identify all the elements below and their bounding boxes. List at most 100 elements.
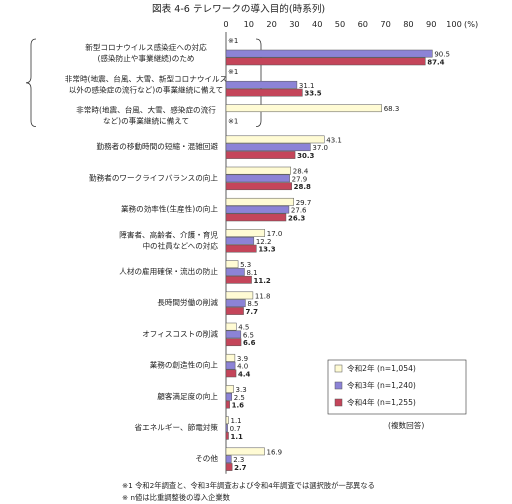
data-label: 13.3: [258, 246, 275, 254]
bar-令和4年: [225, 307, 244, 315]
data-label: 43.1: [326, 136, 342, 144]
note-marker: ※1: [228, 68, 238, 76]
data-label: 8.1: [246, 269, 257, 277]
bar-令和2年: [225, 166, 292, 175]
bar-令和4年: [225, 431, 229, 440]
data-label: 4.4: [238, 370, 251, 378]
unit-label: (%): [464, 19, 478, 29]
bar-令和3年: [225, 236, 255, 245]
left-brace: [25, 38, 37, 127]
bar-令和3年: [225, 455, 232, 464]
data-label: 37.0: [312, 144, 328, 152]
x-tick-label: 30: [289, 19, 299, 29]
category-label: 人材の雇用確保・流出の防止: [119, 266, 218, 276]
x-tick-label: 100: [446, 19, 462, 29]
category-label: 業務の効率性(生産性)の向上: [121, 204, 218, 214]
note-marker: ※1: [228, 117, 238, 125]
x-tick-label: 50: [335, 19, 345, 29]
category-label: 非常時(地震、台風、大雪、新型コロナウイルス: [65, 73, 227, 83]
x-tick-label: 80: [403, 19, 413, 29]
x-tick-label: 20: [266, 19, 276, 29]
bar-令和4年: [225, 275, 252, 284]
legend-box: [327, 359, 467, 415]
data-label: 0.7: [230, 425, 241, 433]
data-label: 68.3: [384, 105, 400, 113]
bar-令和3年: [225, 205, 290, 214]
bar-令和2年: [225, 197, 294, 206]
bar-令和2年: [225, 135, 325, 144]
category-label: 長時間労働の削減: [157, 297, 218, 307]
bar-令和2年: [225, 447, 265, 456]
bar-令和4年: [225, 151, 296, 159]
category-label: 業務の創造性の向上: [150, 360, 219, 370]
footnote-2: ※ n値は比重調整後の導入企業数: [122, 493, 231, 502]
data-label: 16.9: [267, 448, 283, 456]
bar-令和3年: [225, 143, 311, 152]
category-label: 中の社員などへの対応: [142, 240, 218, 250]
x-tick-label: 40: [312, 19, 322, 29]
legend-entry: 令和2年 (n=1,054): [347, 363, 416, 373]
bar-令和4年: [225, 338, 242, 347]
x-tick-label: 90: [426, 19, 436, 29]
legend-swatch: [334, 364, 343, 373]
category-label: 省エネルギー、節電対策: [135, 422, 219, 432]
bar-令和2年: [225, 291, 254, 300]
bar-令和3年: [225, 330, 242, 339]
data-label: 33.5: [304, 90, 321, 98]
note-marker: ※1: [228, 37, 238, 45]
data-label: 2.5: [234, 394, 245, 402]
x-axis-ticks: 0 10 20 30 40 50 60 70 80 90 100: [223, 19, 461, 29]
data-label: 17.0: [267, 230, 283, 238]
data-label: 12.2: [256, 238, 272, 246]
legend: 令和2年 (n=1,054) 令和3年 (n=1,240) 令和4年 (n=1,25…: [327, 359, 467, 415]
footnote-1: ※1 令和2年調査と、令和3年調査および令和4年調査では選択肢が一部異なる: [122, 481, 375, 490]
data-label: 90.5: [434, 51, 450, 59]
data-label: 1.1: [231, 417, 242, 425]
data-label: 6.6: [243, 339, 256, 347]
category-label: オフィスコストの削減: [142, 328, 218, 338]
data-label: 29.7: [296, 199, 312, 207]
bar-令和4年: [225, 463, 233, 471]
bar-令和2年: [225, 416, 229, 425]
x-tick-label: 10: [244, 19, 254, 29]
bar-令和4年: [225, 244, 257, 253]
bar-令和3年: [225, 80, 298, 89]
note-markers: ※1 ※1 ※1: [228, 37, 238, 125]
category-label: 非常時(地震、台風、大雪、感染症の流行: [76, 105, 216, 115]
bar-令和3年: [225, 174, 290, 183]
bar-令和4年: [225, 57, 426, 66]
category-label: など)の事業継続に備えて: [103, 116, 189, 126]
bar-令和2年: [225, 229, 266, 237]
data-label: 11.8: [255, 292, 271, 300]
data-label: 3.3: [236, 386, 247, 394]
data-label: 7.7: [246, 308, 259, 316]
category-label: 新型コロナウイルス感染症への対応: [85, 42, 207, 52]
bar-令和3年: [225, 361, 236, 370]
data-label: 4.0: [237, 363, 248, 371]
multi-answer-note: (複数回答): [388, 420, 424, 430]
data-label: 28.4: [293, 168, 309, 176]
data-label: 30.3: [297, 152, 314, 160]
data-label: 2.7: [234, 464, 247, 472]
data-label: 26.3: [288, 214, 305, 222]
bar-令和4年: [225, 88, 303, 97]
bar-令和2年: [225, 385, 234, 393]
bar-令和2年: [225, 260, 239, 269]
bar-令和4年: [225, 182, 292, 191]
data-label: 5.3: [240, 261, 251, 269]
category-label: 障害者、高齢者、介護・育児: [119, 229, 218, 239]
bar-令和3年: [225, 424, 228, 432]
bar-令和2年: [225, 104, 382, 113]
category-labels: 新型コロナウイルス感染症への対応(感染防止や事業継続)のため非常時(地震、台風、…: [65, 42, 227, 463]
x-tick-label: 60: [358, 19, 368, 29]
category-label: (感染防止や事業継続)のため: [97, 53, 194, 63]
data-label: 27.6: [291, 207, 307, 215]
x-tick-label: 0: [223, 19, 228, 29]
category-label: 勤務者のワークライフバランスの向上: [89, 172, 218, 182]
bar-令和4年: [225, 369, 237, 378]
data-label: 31.1: [299, 82, 315, 90]
bar-series: [225, 49, 433, 471]
data-label: 28.8: [294, 183, 311, 191]
data-label: 3.9: [237, 355, 248, 363]
